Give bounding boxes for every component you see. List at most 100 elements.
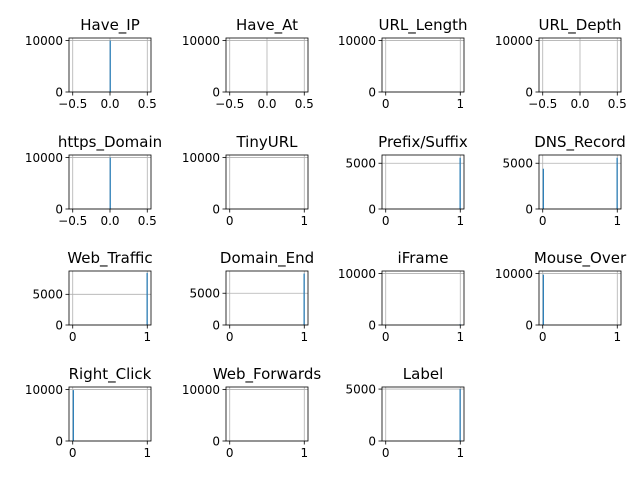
axes-frame <box>381 37 465 93</box>
y-tick-label: 10000 <box>338 267 376 281</box>
x-tick-label: 1 <box>456 330 464 344</box>
y-tick-label: 10000 <box>495 34 533 48</box>
x-tick-label: 1 <box>143 330 151 344</box>
y-tick-label: 0 <box>525 318 533 332</box>
x-tick-label: 0.0 <box>570 97 589 111</box>
panel-title: Right_Click <box>69 365 152 384</box>
histogram-bar <box>542 274 544 325</box>
histogram-panel: 0 1 0 5000 Web_Traffic <box>32 249 152 344</box>
x-tick-label: 1 <box>613 330 621 344</box>
x-tick-label: 1 <box>456 446 464 460</box>
y-tick-label: 0 <box>525 202 533 216</box>
x-tick-label: 1 <box>613 214 621 228</box>
axes-frame <box>225 386 309 442</box>
axes-frame <box>381 386 465 442</box>
panel-title: URL_Depth <box>539 16 622 35</box>
x-tick-label: −0.5 <box>528 97 557 111</box>
x-tick-label: 0.5 <box>608 97 627 111</box>
panel-title: DNS_Record <box>534 133 626 152</box>
x-tick-label: 1 <box>300 446 308 460</box>
histogram-panel: −0.5 0.0 0.5 0 10000 URL_Depth <box>495 16 627 111</box>
axes-frame <box>538 270 622 326</box>
axes-frame <box>225 154 309 210</box>
x-tick-label: 0 <box>226 214 234 228</box>
panel-title: Have_IP <box>80 16 140 35</box>
panel-title: Web_Forwards <box>213 365 322 384</box>
axes-frame <box>381 154 465 210</box>
y-tick-label: 10000 <box>25 383 63 397</box>
x-tick-label: 1 <box>456 97 464 111</box>
histogram-bar <box>72 390 74 441</box>
y-tick-label: 0 <box>55 202 63 216</box>
panel-title: Mouse_Over <box>534 249 627 268</box>
x-tick-label: 0 <box>382 446 390 460</box>
histogram-panel: 0 1 0 10000 Right_Click <box>25 365 152 460</box>
x-tick-label: 0 <box>539 330 547 344</box>
axes-frame <box>381 270 465 326</box>
panel-title: Web_Traffic <box>67 249 152 268</box>
y-tick-label: 5000 <box>32 288 63 302</box>
x-tick-label: 0 <box>539 214 547 228</box>
y-tick-label: 0 <box>368 434 376 448</box>
x-tick-label: −0.5 <box>215 97 244 111</box>
x-tick-label: 0 <box>69 330 77 344</box>
histogram-bar <box>109 157 111 209</box>
y-tick-label: 10000 <box>182 151 220 165</box>
x-tick-label: 0.5 <box>138 97 157 111</box>
x-tick-label: 0 <box>382 214 390 228</box>
y-tick-label: 5000 <box>345 157 376 171</box>
histogram-bar <box>109 40 111 92</box>
x-tick-label: 1 <box>456 214 464 228</box>
y-tick-label: 0 <box>212 434 220 448</box>
x-tick-label: 0 <box>382 97 390 111</box>
x-tick-label: 0 <box>226 446 234 460</box>
y-tick-label: 0 <box>55 434 63 448</box>
y-tick-label: 5000 <box>502 157 533 171</box>
y-tick-label: 5000 <box>189 287 220 301</box>
panel-title: Have_At <box>236 16 298 35</box>
x-tick-label: 1 <box>300 214 308 228</box>
y-tick-label: 0 <box>368 318 376 332</box>
y-tick-label: 10000 <box>182 383 220 397</box>
y-tick-label: 0 <box>212 202 220 216</box>
x-tick-label: 0.0 <box>100 97 119 111</box>
y-tick-label: 10000 <box>25 34 63 48</box>
panel-title: TinyURL <box>235 133 298 151</box>
y-tick-label: 0 <box>55 85 63 99</box>
y-tick-label: 0 <box>368 202 376 216</box>
x-tick-label: 0.0 <box>257 97 276 111</box>
panel-title: Prefix/Suffix <box>378 133 468 151</box>
y-tick-label: 5000 <box>345 382 376 396</box>
histogram-bar <box>616 157 618 209</box>
histogram-panel: 0 1 0 10000 TinyURL <box>182 133 309 228</box>
axes-frame <box>225 270 309 326</box>
x-tick-label: 0.5 <box>295 97 314 111</box>
x-tick-label: −0.5 <box>58 97 87 111</box>
histogram-bar <box>459 389 461 441</box>
x-tick-label: 1 <box>143 446 151 460</box>
histogram-bar <box>459 157 461 209</box>
axes-frame <box>538 154 622 210</box>
histogram-panel: −0.5 0.0 0.5 0 10000 Have_At <box>182 16 314 111</box>
histogram-bar <box>303 273 305 325</box>
y-tick-label: 10000 <box>182 34 220 48</box>
panel-title: URL_Length <box>379 16 468 35</box>
x-tick-label: 0 <box>382 330 390 344</box>
x-tick-label: 0.5 <box>138 214 157 228</box>
x-tick-label: 0.0 <box>100 214 119 228</box>
histogram-panel: 0 1 0 5000 Domain_End <box>189 249 314 344</box>
y-tick-label: 0 <box>525 85 533 99</box>
y-tick-label: 10000 <box>338 34 376 48</box>
y-tick-label: 0 <box>55 318 63 332</box>
x-tick-label: 0 <box>69 446 77 460</box>
panel-title: Label <box>403 365 443 383</box>
